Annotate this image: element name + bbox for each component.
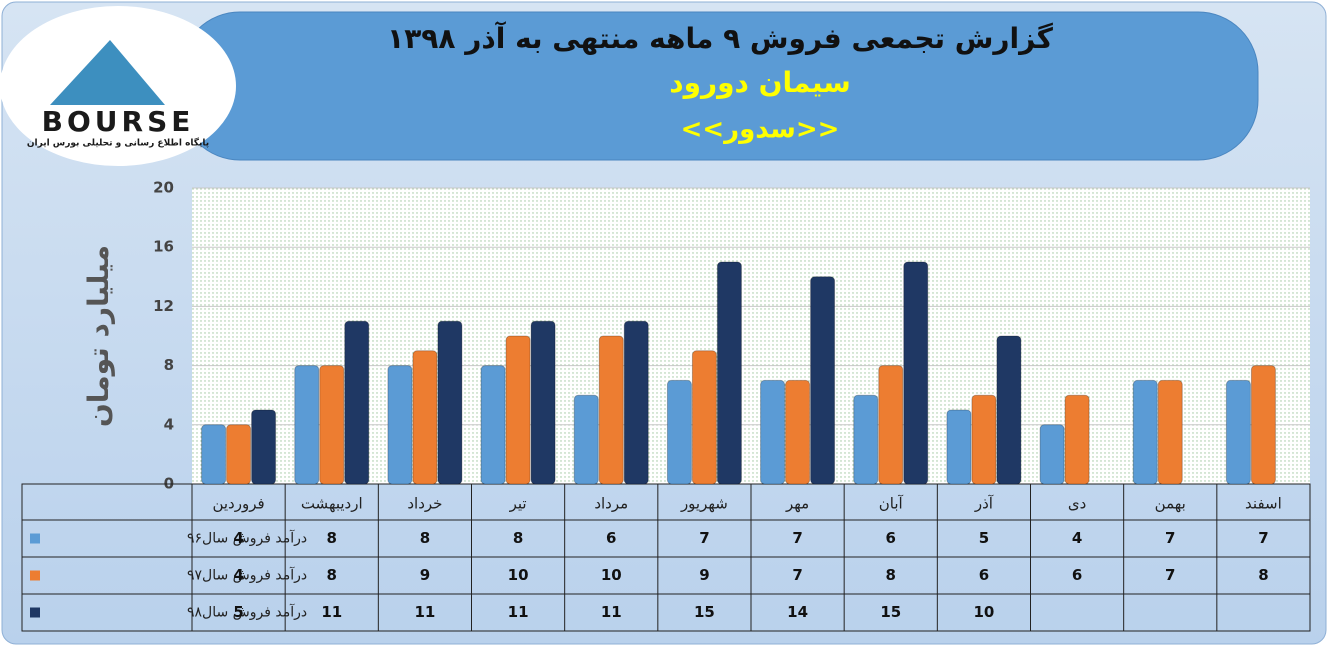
table-value: 11	[508, 603, 529, 621]
x-tick-label: مرداد	[594, 495, 628, 513]
bar	[437, 320, 463, 485]
table-value: 6	[886, 529, 896, 547]
table-value: 6	[979, 566, 989, 584]
bar	[1132, 379, 1158, 485]
legend-swatch	[30, 607, 40, 618]
table-value: 7	[1165, 566, 1175, 584]
y-tick-label: 4	[164, 415, 174, 433]
x-tick-label: تیر	[509, 495, 527, 513]
bar	[716, 261, 742, 485]
table-value: 9	[420, 566, 430, 584]
table-value: 10	[601, 566, 622, 584]
table-value: 4	[233, 566, 243, 584]
bar	[691, 350, 717, 485]
table-value: 7	[792, 529, 802, 547]
table-value: 8	[327, 566, 337, 584]
bar	[412, 350, 438, 485]
x-tick-label: مهر	[785, 495, 809, 513]
bar	[201, 424, 227, 485]
table-value: 15	[694, 603, 715, 621]
bar	[1250, 365, 1276, 485]
y-tick-label: 8	[164, 356, 174, 374]
logo-tagline: پایگاه اطلاع رسانی و تحلیلی بورس ایران	[27, 137, 209, 149]
bar	[878, 365, 904, 485]
chart-symbol: <<سدور>>	[681, 115, 840, 145]
x-tick-label: فروردین	[212, 495, 264, 513]
x-tick-label: آبان	[879, 495, 904, 513]
table-value: 7	[1258, 529, 1268, 547]
bar	[505, 335, 531, 485]
table-value: 5	[979, 529, 989, 547]
table-value: 9	[699, 566, 709, 584]
bar	[226, 424, 252, 485]
bar	[319, 365, 345, 485]
table-value: 4	[233, 529, 243, 547]
table-value: 5	[233, 603, 243, 621]
bar	[760, 379, 786, 485]
bar	[344, 320, 370, 485]
x-tick-label: آذر	[974, 495, 994, 513]
bar	[903, 261, 929, 485]
legend-label: درآمد فروش سال۹۷	[187, 567, 307, 584]
table-value: 7	[699, 529, 709, 547]
bar	[1064, 394, 1090, 485]
table-value: 10	[973, 603, 994, 621]
table-value: 11	[321, 603, 342, 621]
logo-name: BOURSE	[42, 105, 195, 138]
bar	[294, 365, 320, 485]
bar	[387, 365, 413, 485]
bar	[785, 379, 811, 485]
plot-area	[192, 188, 1310, 484]
table-value: 14	[787, 603, 808, 621]
table-value: 6	[606, 529, 616, 547]
table-value: 11	[414, 603, 435, 621]
x-tick-label: شهریور	[680, 495, 728, 513]
bar	[971, 394, 997, 485]
bar	[480, 365, 506, 485]
legend-swatch	[30, 533, 40, 544]
table-value: 8	[420, 529, 430, 547]
x-tick-label: بهمن	[1155, 495, 1186, 513]
bar	[946, 409, 972, 485]
table-value: 4	[1072, 529, 1082, 547]
bar	[996, 335, 1022, 485]
table-value: 8	[513, 529, 523, 547]
bar	[853, 394, 879, 485]
y-axis-label: میلیارد تومان	[82, 245, 115, 427]
table-value: 8	[886, 566, 896, 584]
x-tick-label: خرداد	[407, 495, 442, 513]
bar	[1039, 424, 1065, 485]
bar	[623, 320, 649, 485]
legend-swatch	[30, 570, 40, 581]
bar	[1157, 379, 1183, 485]
bar	[666, 379, 692, 485]
chart-subtitle: سیمان دورود	[669, 66, 851, 99]
bar	[251, 409, 277, 485]
bar	[1225, 379, 1251, 485]
y-tick-label: 20	[153, 179, 174, 197]
bar	[530, 320, 556, 485]
bar	[810, 276, 836, 485]
table-value: 7	[1165, 529, 1175, 547]
table-value: 8	[1258, 566, 1268, 584]
logo-icon	[50, 40, 165, 105]
x-tick-label: اسفند	[1245, 495, 1282, 513]
x-tick-label: اردیبهشت	[301, 495, 363, 513]
table-value: 6	[1072, 566, 1082, 584]
legend-label: درآمد فروش سال۹۸	[187, 604, 307, 621]
bar	[598, 335, 624, 485]
table-value: 10	[508, 566, 529, 584]
y-tick-label: 16	[153, 238, 174, 256]
bar	[573, 394, 599, 485]
chart-title: گزارش تجمعی فروش ۹ ماهه منتهی به آذر ۱۳۹…	[387, 21, 1053, 55]
legend-label: درآمد فروش سال۹۶	[187, 530, 307, 547]
table-value: 8	[327, 529, 337, 547]
x-tick-label: دی	[1068, 495, 1086, 513]
table-value: 15	[880, 603, 901, 621]
table-value: 7	[792, 566, 802, 584]
y-tick-label: 12	[153, 297, 174, 315]
table-value: 11	[601, 603, 622, 621]
